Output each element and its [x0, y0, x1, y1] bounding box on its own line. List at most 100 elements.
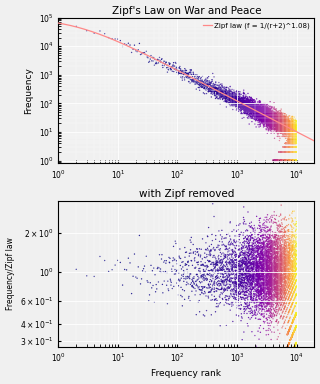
Point — [288, 354, 293, 360]
Point — [261, 270, 266, 276]
Point — [269, 240, 275, 246]
Point — [275, 157, 280, 164]
Point — [286, 329, 291, 335]
Point — [149, 58, 154, 64]
Point — [269, 271, 274, 277]
Point — [286, 358, 291, 364]
Point — [278, 157, 283, 164]
Point — [270, 120, 275, 126]
Point — [284, 293, 289, 300]
Point — [266, 119, 271, 125]
Point — [265, 246, 270, 252]
Point — [293, 132, 298, 138]
Point — [292, 315, 297, 321]
Point — [285, 276, 290, 283]
Point — [265, 265, 270, 271]
Point — [288, 353, 293, 359]
Point — [266, 276, 271, 282]
Point — [243, 106, 248, 113]
Point — [225, 286, 230, 292]
Point — [255, 110, 260, 116]
Point — [294, 137, 299, 144]
Point — [252, 274, 258, 280]
Point — [276, 122, 282, 129]
Point — [225, 285, 230, 291]
Point — [267, 310, 272, 316]
Point — [294, 132, 299, 138]
Point — [285, 140, 290, 146]
Point — [246, 290, 252, 296]
Point — [284, 347, 289, 353]
Point — [274, 238, 279, 244]
Point — [275, 114, 280, 121]
Point — [260, 288, 265, 294]
Point — [271, 120, 276, 126]
Point — [281, 157, 286, 164]
Point — [220, 93, 225, 99]
Point — [292, 149, 298, 155]
Point — [272, 264, 277, 270]
Point — [244, 303, 250, 309]
Point — [292, 326, 297, 333]
Point — [218, 96, 223, 102]
Point — [183, 262, 188, 268]
Point — [246, 243, 251, 249]
Point — [261, 120, 266, 126]
Point — [231, 90, 236, 96]
Point — [275, 157, 280, 164]
Point — [285, 149, 290, 155]
Point — [294, 362, 299, 368]
Point — [291, 133, 296, 139]
Point — [268, 289, 273, 295]
Point — [287, 149, 292, 155]
Point — [288, 130, 293, 136]
Point — [291, 347, 296, 353]
Point — [283, 135, 288, 141]
Point — [241, 329, 246, 335]
Point — [287, 149, 292, 155]
Point — [263, 115, 268, 121]
Point — [245, 305, 250, 311]
Point — [266, 280, 271, 286]
Point — [290, 144, 295, 150]
Point — [289, 157, 294, 164]
Point — [267, 244, 272, 250]
Point — [254, 104, 259, 110]
Point — [250, 257, 255, 263]
Point — [260, 239, 266, 245]
Point — [260, 119, 265, 125]
Point — [289, 215, 294, 221]
Point — [250, 285, 255, 291]
Point — [257, 299, 262, 305]
Point — [279, 157, 284, 164]
Point — [292, 140, 297, 146]
Point — [225, 260, 230, 266]
Point — [230, 280, 235, 286]
Point — [260, 252, 265, 258]
Point — [286, 278, 292, 284]
Point — [269, 115, 274, 121]
Point — [253, 108, 258, 114]
Point — [264, 254, 269, 260]
Point — [294, 149, 299, 155]
Point — [285, 140, 291, 146]
Point — [258, 284, 263, 290]
Point — [279, 125, 284, 131]
Point — [282, 126, 287, 132]
Point — [290, 144, 295, 150]
Point — [264, 122, 269, 128]
Point — [269, 300, 274, 306]
Point — [276, 270, 281, 276]
Point — [197, 278, 202, 285]
Point — [252, 255, 257, 261]
Point — [258, 300, 263, 306]
Point — [290, 140, 295, 146]
Point — [243, 262, 248, 268]
Point — [283, 282, 288, 288]
Point — [293, 324, 298, 331]
Point — [281, 126, 286, 132]
Point — [269, 116, 274, 122]
Point — [221, 280, 227, 286]
Point — [250, 278, 255, 284]
Point — [173, 240, 178, 247]
